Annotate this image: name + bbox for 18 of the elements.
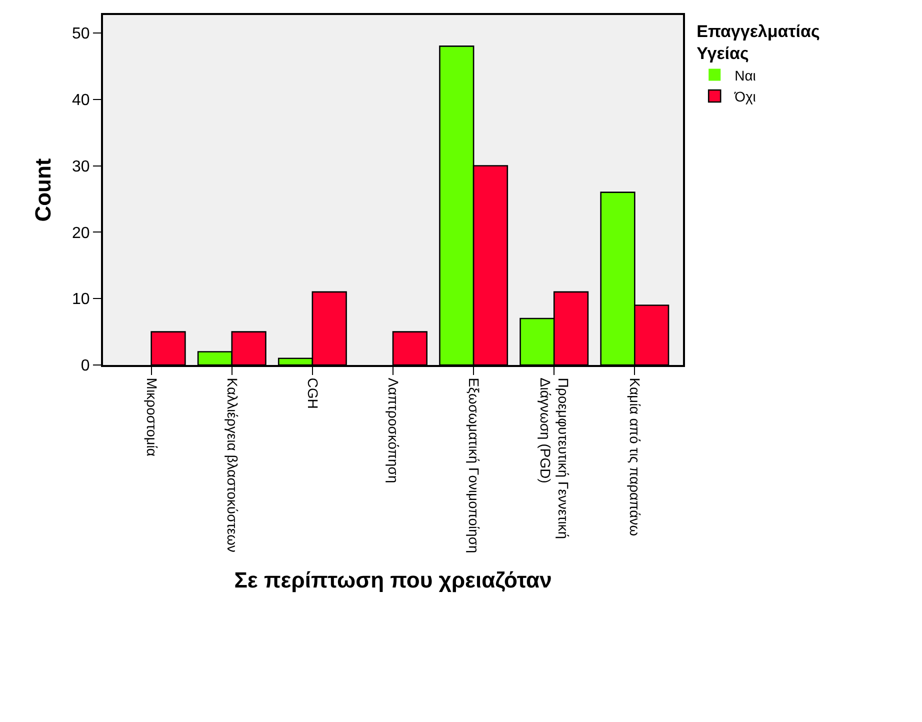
y-tick-label: 30 — [72, 158, 90, 176]
y-tick-label: 10 — [72, 291, 90, 308]
y-tick-label: 40 — [72, 92, 90, 109]
y-tick-label: 20 — [72, 224, 90, 242]
legend-label: Ναι — [734, 67, 756, 84]
x-tick-label: Μικροστομία — [144, 378, 160, 456]
legend-title: Επαγγελματίας Υγείας — [696, 22, 820, 64]
x-tick-label: Λαπτροσκόπηση — [385, 378, 402, 484]
x-tick-label: Προεμφυτευτική Γεννετική Διάγνωση (PGD) — [537, 378, 572, 540]
x-tick-label: Εξωσωματική Γονιμοποίηση — [466, 378, 482, 554]
x-axis-title: Σε περίπτωση που χρειαζόταν — [234, 568, 552, 593]
y-axis-title: Count — [30, 158, 56, 222]
x-tick-label: Καμία από τις παραπάνω — [627, 378, 644, 536]
y-tick-label: 0 — [80, 358, 90, 375]
legend-label: Όχι — [734, 88, 756, 104]
y-tick-label: 50 — [72, 26, 90, 43]
x-tick-label: Καλλιέργεια βλαστοκύστεων — [224, 378, 240, 552]
x-tick-label: CGH — [304, 378, 321, 409]
